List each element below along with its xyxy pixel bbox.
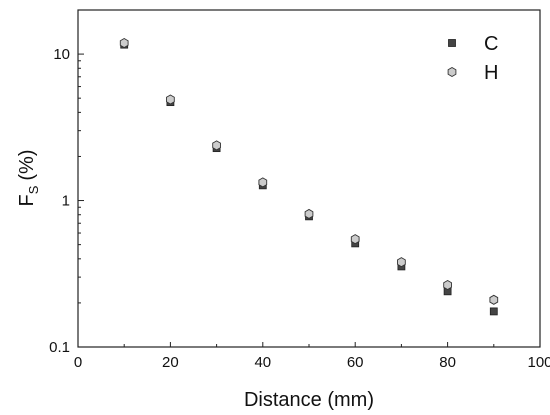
x-tick-label: 100	[527, 354, 550, 371]
legend-marker-h	[447, 66, 457, 78]
y-axis: 0.1 1 10	[49, 46, 84, 356]
y-axis-title-unit: (%)	[16, 150, 38, 181]
legend-label-c: C	[484, 33, 498, 55]
x-tick-label: 80	[439, 354, 456, 371]
legend-marker-c	[448, 39, 456, 47]
series-layer	[119, 38, 499, 316]
y-axis-title-main: F	[16, 194, 38, 206]
y-tick-label: 0.1	[49, 339, 70, 356]
x-tick-label: 20	[162, 354, 179, 371]
data-point-h	[397, 257, 406, 268]
x-tick-label: 40	[254, 354, 271, 371]
y-axis-title-sub: S	[26, 185, 41, 194]
data-point-h	[350, 234, 360, 245]
svg-text:FS(%): FS (%)	[16, 150, 41, 207]
data-point-h	[258, 177, 268, 188]
legend-label-h: H	[484, 62, 498, 84]
data-point-h	[489, 294, 499, 305]
data-point-h	[212, 140, 221, 151]
y-tick-label: 1	[62, 193, 70, 210]
series-h	[119, 38, 499, 305]
data-point-c	[489, 307, 498, 316]
legend: CH	[447, 33, 498, 84]
data-point-h	[166, 94, 175, 105]
y-tick-label: 10	[53, 46, 70, 63]
x-axis: 0 20 40 60 80 100	[74, 342, 550, 371]
plot-frame	[77, 9, 541, 348]
y-axis-title: FS (%)	[16, 150, 41, 207]
x-tick-label: 60	[347, 354, 364, 371]
series-c	[120, 40, 498, 316]
data-point-h	[119, 38, 129, 49]
x-axis-title: Distance (mm)	[244, 389, 374, 411]
data-point-h	[304, 208, 314, 219]
data-point-h	[443, 279, 452, 291]
x-tick-label: 0	[74, 354, 82, 371]
